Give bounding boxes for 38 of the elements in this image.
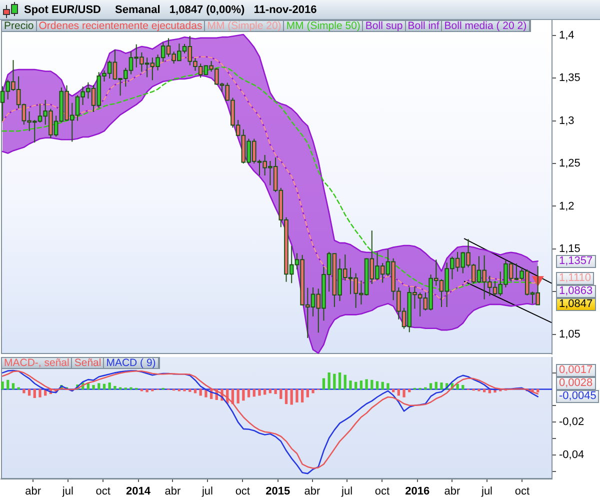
x-tick-label: oct [235, 486, 250, 498]
annotation: 0,0017 [556, 364, 596, 378]
y-tick-label: -0,04 [559, 449, 584, 462]
series-label: Señal [72, 357, 104, 369]
series-label: MACD-, señal [2, 357, 72, 369]
y-tick-label: 1,35 [559, 72, 580, 84]
y-tick-label: 1,05 [559, 328, 580, 340]
annotation: 1,0863 [556, 285, 596, 298]
annotation: 0,0028 [556, 377, 596, 390]
series-label: MACD ( 9) [104, 357, 159, 369]
x-tick-label: abr [164, 486, 181, 498]
legend-box: MACD-, señal Señal MACD ( 9) [1, 357, 160, 369]
x-tick-label: abr [304, 486, 321, 498]
legend-box: Precio Ordenes recientemente ejecutadas MM (Simple 20) MM (Simple 50) Boll sup Boll inf Boll media ( 20 2) [1, 20, 531, 32]
x-tick-label: jul [200, 486, 213, 498]
chart-subtitle: Semanal 1,0847 (0,00%) 11-nov-2016 [115, 4, 317, 16]
x-tick-label: jul [340, 486, 353, 498]
x-tick-label: abr [25, 486, 42, 498]
annotation: 1,0847 [556, 298, 596, 312]
x-tick-label: jul [61, 486, 74, 498]
x-tick-label: abr [444, 486, 460, 498]
x-tick-label: 2014 [126, 486, 152, 498]
x-tick-label: 2015 [266, 486, 290, 498]
annotation: 1,1110 [556, 272, 594, 286]
y-tick-label: -0,02 [559, 416, 584, 428]
annotation: -0,0045 [556, 390, 600, 404]
y-tick-label: 1,3 [559, 114, 574, 127]
y-tick-label: 1,2 [559, 200, 574, 212]
annotation: 1,1357 [556, 254, 596, 268]
x-tick-label: jul [480, 486, 493, 498]
chart-title: Spot EUR/USD [24, 4, 101, 16]
x-tick-label: oct [374, 486, 390, 498]
y-tick-label: 1,4 [559, 29, 574, 42]
y-tick-label: 1,25 [559, 158, 580, 170]
y-tick-label: 1,15 [559, 242, 580, 255]
x-tick-label: oct [96, 486, 110, 498]
x-tick-label: oct [514, 486, 530, 498]
x-tick-label: 2016 [405, 486, 430, 498]
